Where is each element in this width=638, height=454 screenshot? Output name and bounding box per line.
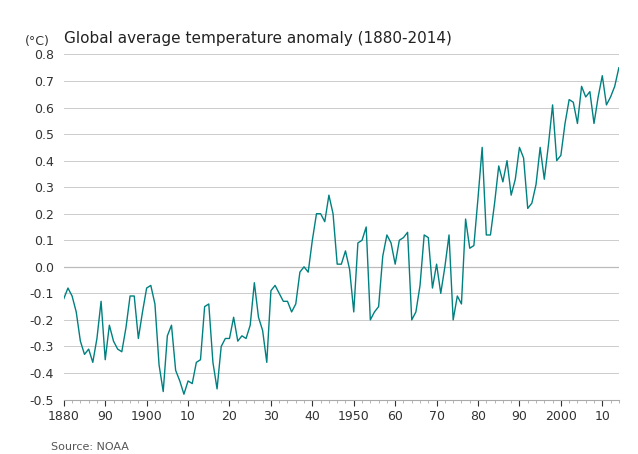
Text: (°C): (°C) — [25, 35, 50, 48]
Text: Global average temperature anomaly (1880-2014): Global average temperature anomaly (1880… — [64, 31, 452, 46]
Text: Source: NOAA: Source: NOAA — [51, 442, 129, 452]
